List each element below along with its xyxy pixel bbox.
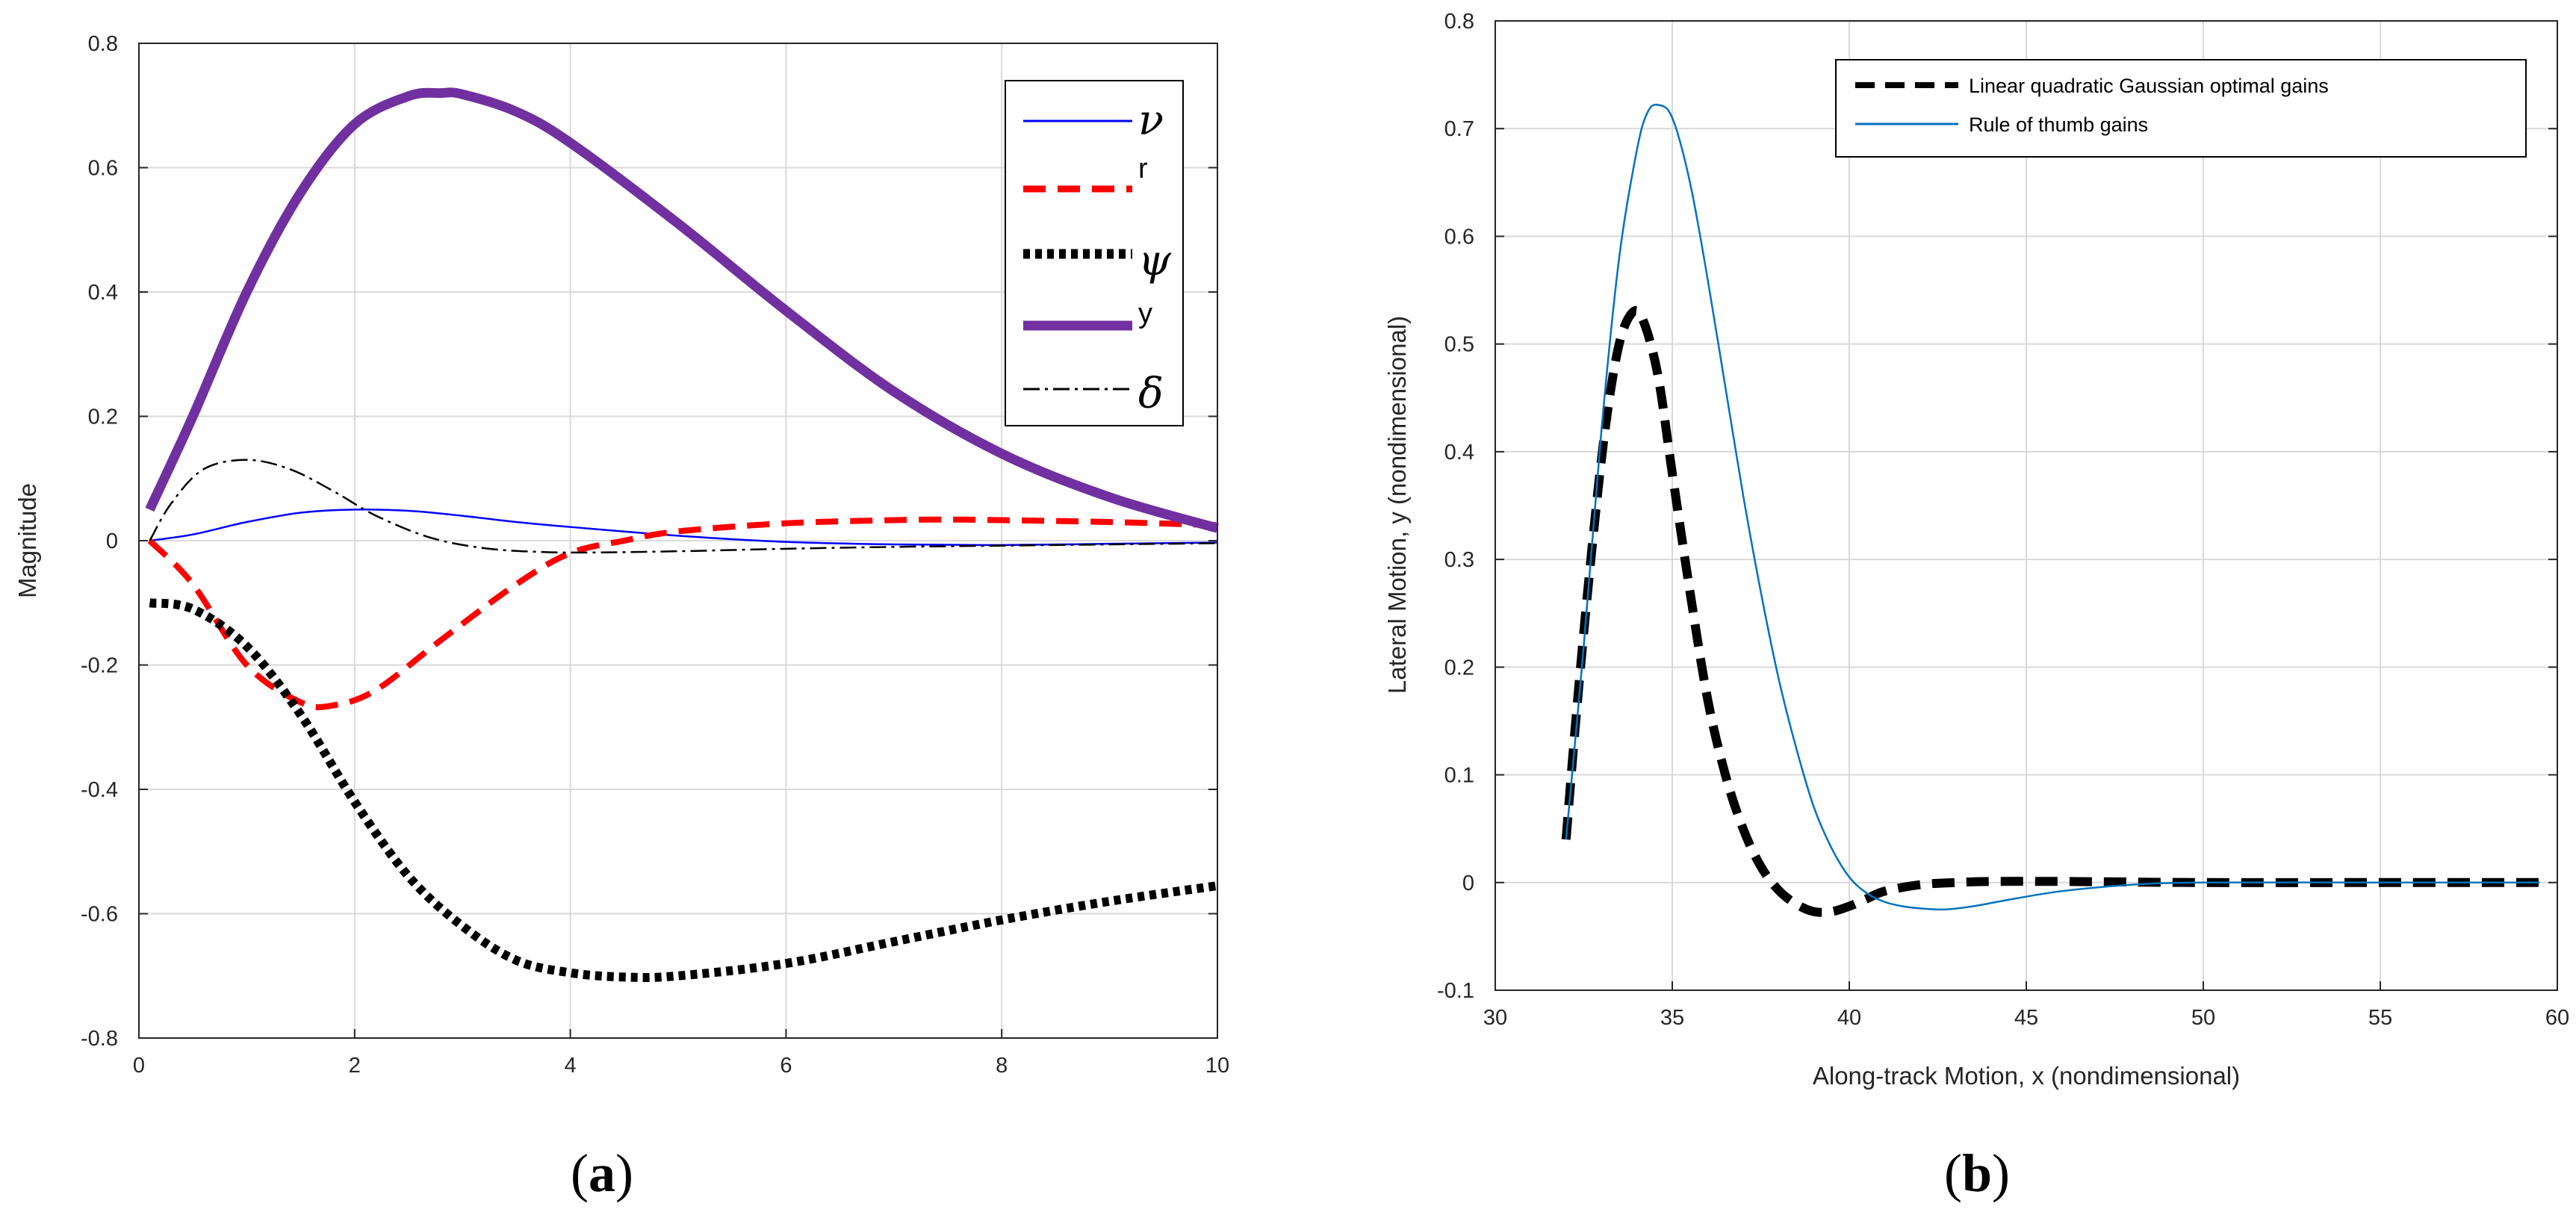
series-line-a-4 — [149, 459, 1218, 554]
chart-a-ylabel: Magnitude — [13, 483, 41, 598]
y-tick-label: -0.2 — [81, 654, 118, 678]
chart-b-xlabel: Along-track Motion, x (nondimensional) — [1813, 1062, 2240, 1090]
legend-item-y: y — [1023, 298, 1152, 331]
series-line-a-1 — [147, 516, 1218, 710]
legend-label-r: r — [1138, 153, 1148, 184]
y-tick-label: -0.6 — [81, 903, 118, 927]
legend-item-lqg: Linear quadratic Gaussian optimal gains — [1855, 75, 2329, 97]
x-tick-label: 40 — [1837, 1006, 1861, 1030]
x-tick-label: 4 — [565, 1054, 577, 1078]
legend-label-rule-of-thumb: Rule of thumb gains — [1969, 114, 2148, 136]
y-tick-label: 0.3 — [1444, 548, 1474, 572]
y-tick-label: 0.6 — [1444, 225, 1474, 249]
y-tick-label: 0.2 — [1444, 656, 1474, 680]
x-tick-label: 35 — [1660, 1006, 1684, 1030]
y-tick-label: 0.1 — [1444, 764, 1474, 788]
y-tick-label: 0 — [106, 529, 118, 553]
chart-b-ticks: 30 35 40 45 50 55 60 -0.1 0 0.1 0.2 0.3 0.4 0.5 0.6 0.7… — [1437, 10, 2569, 1030]
x-tick-label: 45 — [2014, 1006, 2038, 1030]
chart-b: 30 35 40 45 50 55 60 -0.1 0 0.1 0.2 0.3 0.4 0.5 0.6 0.7… — [1383, 10, 2569, 1203]
legend-label-psi: ψ — [1138, 237, 1172, 285]
chart-a-grid — [139, 43, 1217, 1038]
legend-item-rule-of-thumb: Rule of thumb gains — [1855, 114, 2148, 136]
legend-label-y: y — [1138, 298, 1152, 329]
panel-label-b: (b) — [1944, 1143, 2010, 1203]
series-line-a-2 — [149, 598, 1218, 983]
y-tick-label: 0.6 — [88, 157, 118, 181]
chart-a-legend: ν r ψ y δ — [1005, 80, 1184, 426]
y-tick-label: -0.1 — [1437, 979, 1474, 1003]
legend-item-delta: δ — [1023, 370, 1164, 418]
x-tick-label: 2 — [349, 1054, 361, 1078]
y-tick-label: -0.4 — [81, 778, 118, 802]
chart-b-series — [1561, 103, 2540, 917]
x-tick-label: 8 — [996, 1054, 1008, 1078]
x-tick-label: 0 — [133, 1054, 145, 1078]
series-line-a-3 — [145, 87, 1219, 533]
x-tick-label: 55 — [2368, 1006, 2392, 1030]
legend-item-psi: ψ — [1023, 237, 1172, 285]
y-tick-label: 0 — [1462, 872, 1474, 895]
legend-label-delta: δ — [1138, 370, 1164, 418]
legend-item-r: r — [1023, 153, 1148, 193]
series-line-b-0 — [1561, 305, 2540, 917]
y-tick-label: 0.4 — [88, 281, 118, 305]
y-tick-label: 0.8 — [88, 32, 118, 56]
y-tick-label: 0.8 — [1444, 10, 1474, 34]
legend-label-nu: ν — [1138, 96, 1164, 145]
panel-label-a: (a) — [571, 1143, 633, 1203]
y-tick-label: 0.7 — [1444, 117, 1474, 141]
legend-item-nu: ν — [1023, 96, 1164, 145]
x-tick-label: 10 — [1205, 1054, 1229, 1078]
x-tick-label: 60 — [2545, 1006, 2569, 1030]
y-tick-label: 0.2 — [88, 406, 118, 429]
series-line-b-1 — [1565, 103, 2540, 911]
chart-a: 0 2 4 6 8 10 -0.8 -0.6 -0.4 -0.2 0 0.2 0.4 0.6 0.8 Mag… — [13, 32, 1229, 1203]
y-tick-label: -0.8 — [81, 1027, 118, 1051]
legend-label-lqg: Linear quadratic Gaussian optimal gains — [1969, 75, 2329, 97]
chart-a-series — [145, 87, 1219, 983]
chart-b-ylabel: Lateral Motion, y (nondimensional) — [1383, 316, 1411, 694]
y-tick-label: 0.5 — [1444, 333, 1474, 357]
x-tick-label: 30 — [1483, 1006, 1507, 1030]
x-tick-label: 50 — [2191, 1006, 2215, 1030]
x-tick-label: 6 — [780, 1054, 792, 1078]
chart-b-legend: Linear quadratic Gaussian optimal gains … — [1835, 59, 2527, 158]
y-tick-label: 0.4 — [1444, 441, 1474, 465]
chart-a-ticks: 0 2 4 6 8 10 -0.8 -0.6 -0.4 -0.2 0 0.2 0.4 0.6 0.8 — [81, 32, 1229, 1078]
